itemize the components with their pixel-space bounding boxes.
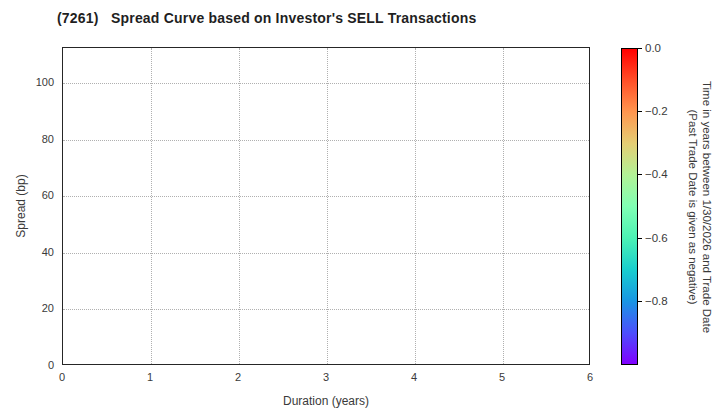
x-gridline: [327, 48, 328, 364]
y-gridline: [63, 140, 589, 141]
colorbar-tick-label: −0.4: [645, 168, 668, 181]
colorbar-tick-label: −0.2: [645, 105, 668, 118]
x-axis-label: Duration (years): [283, 394, 369, 408]
y-axis-label: Spread (bp): [14, 174, 28, 237]
y-tick-label: 100: [10, 75, 54, 89]
y-tick-label: 60: [10, 188, 54, 202]
y-gridline: [63, 196, 589, 197]
colorbar-tick-mark: [638, 111, 642, 112]
plot-area: [62, 47, 590, 365]
x-gridline: [415, 48, 416, 364]
x-tick-label: 4: [394, 371, 434, 384]
colorbar-label-line2: (Past Trade Date is given as negative): [686, 37, 700, 377]
x-tick-label: 3: [306, 371, 346, 384]
y-gridline: [63, 83, 589, 84]
y-gridline: [63, 309, 589, 310]
chart-title: (7261) Spread Curve based on Investor's …: [57, 10, 476, 26]
y-tick-label: 0: [10, 358, 54, 372]
x-gridline: [503, 48, 504, 364]
x-tick-label: 5: [482, 371, 522, 384]
colorbar-gradient: [621, 48, 638, 365]
spread-curve-figure: (7261) Spread Curve based on Investor's …: [0, 0, 720, 420]
x-tick-label: 0: [42, 371, 82, 384]
x-gridline: [151, 48, 152, 364]
colorbar-tick-mark: [638, 48, 642, 49]
colorbar-label-line1: Time in years between 1/30/2026 and Trad…: [700, 37, 714, 377]
colorbar-tick-mark: [638, 301, 642, 302]
colorbar-tick-mark: [638, 238, 642, 239]
y-tick-label: 40: [10, 245, 54, 259]
colorbar-tick-mark: [638, 174, 642, 175]
y-tick-label: 80: [10, 132, 54, 146]
x-tick-label: 6: [570, 371, 610, 384]
colorbar-axis-label: Time in years between 1/30/2026 and Trad…: [686, 37, 714, 377]
y-tick-label: 20: [10, 301, 54, 315]
colorbar-tick-label: 0.0: [645, 42, 661, 55]
y-gridline: [63, 253, 589, 254]
colorbar-tick-label: −0.6: [645, 232, 668, 245]
x-tick-label: 2: [218, 371, 258, 384]
x-tick-label: 1: [130, 371, 170, 384]
colorbar-tick-label: −0.8: [645, 295, 668, 308]
x-gridline: [239, 48, 240, 364]
